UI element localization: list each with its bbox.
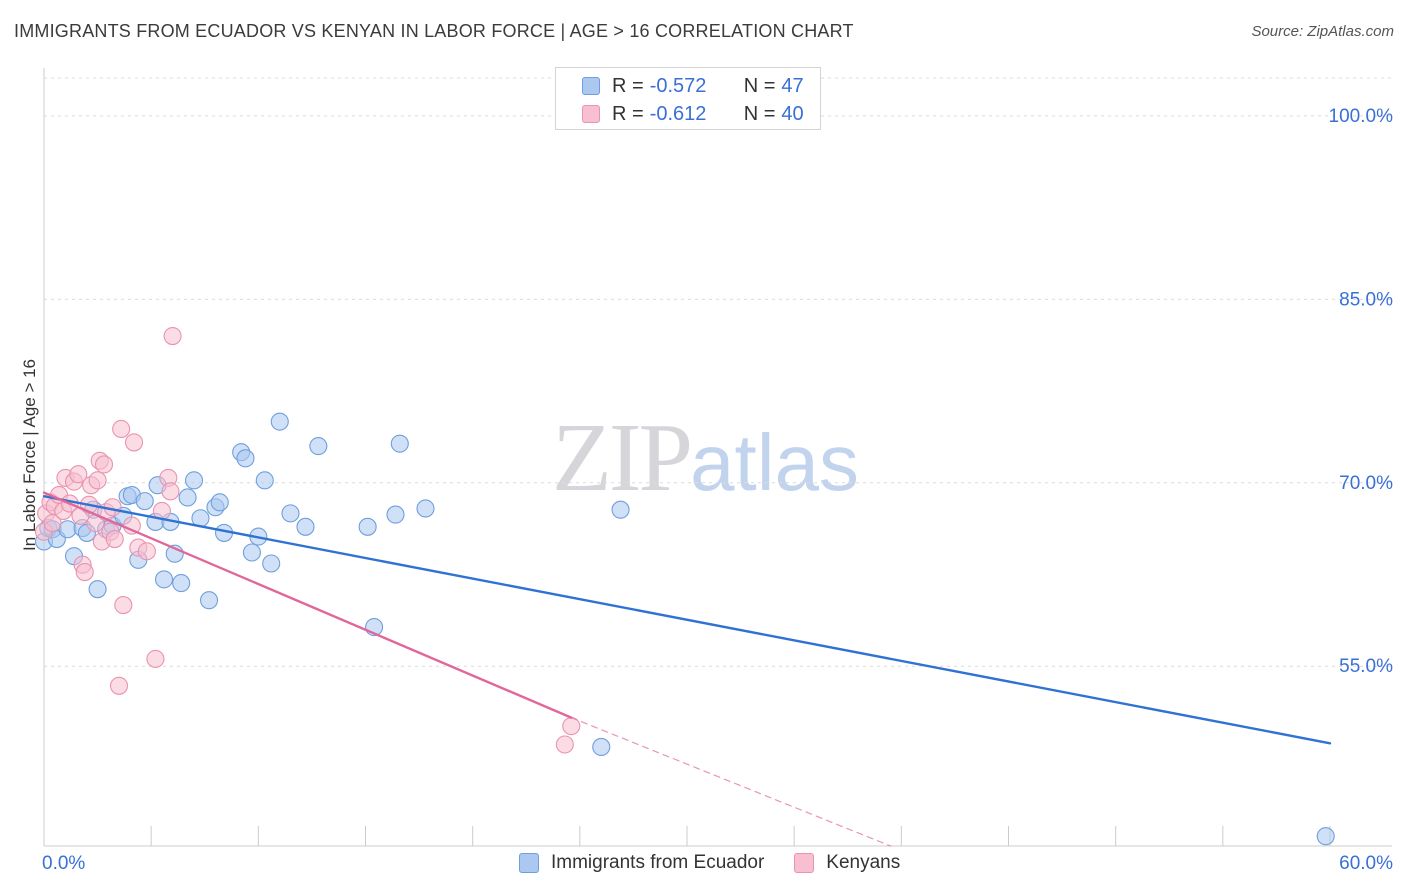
ecuador-point bbox=[135, 492, 154, 511]
legend-r-label: R = bbox=[612, 74, 644, 97]
legend-n-value: 40 bbox=[781, 102, 804, 125]
kenyan-point bbox=[114, 596, 133, 615]
ecuador-point bbox=[270, 412, 289, 431]
ecuador-point bbox=[611, 500, 630, 519]
legend-swatch-kenyans bbox=[582, 105, 600, 123]
ecuador-point bbox=[262, 554, 281, 573]
series-legend-ecuador: Immigrants from Ecuador bbox=[519, 852, 764, 874]
ecuador-point bbox=[1316, 827, 1335, 846]
series-legend-kenyans: Kenyans bbox=[794, 852, 900, 874]
legend-n-label: N = bbox=[743, 102, 776, 125]
legend-r-value: -0.572 bbox=[649, 74, 707, 97]
kenyan-point bbox=[105, 529, 124, 549]
kenyan-point bbox=[112, 419, 131, 439]
source-credit: Source: ZipAtlas.com bbox=[1251, 23, 1394, 40]
ecuador-point bbox=[178, 488, 197, 507]
kenyan-point bbox=[163, 326, 182, 346]
kenyan-point bbox=[88, 471, 107, 490]
kenyan-point bbox=[109, 676, 129, 695]
y-tick-label: 55.0% bbox=[1339, 656, 1393, 677]
ecuador-point bbox=[386, 505, 405, 524]
y-tick-label: 100.0% bbox=[1329, 106, 1394, 127]
ecuador-point bbox=[592, 737, 611, 756]
series-swatch-ecuador bbox=[519, 853, 539, 873]
kenyan-point bbox=[137, 542, 156, 561]
ecuador-point bbox=[358, 517, 377, 536]
legend-swatch-ecuador bbox=[582, 77, 600, 95]
kenyan-point bbox=[146, 649, 165, 668]
ecuador-point bbox=[236, 449, 255, 468]
y-tick-label: 70.0% bbox=[1339, 473, 1393, 494]
legend-n-value: 47 bbox=[781, 74, 804, 97]
ecuador-point bbox=[88, 580, 107, 599]
y-tick-label: 85.0% bbox=[1339, 289, 1393, 310]
correlation-legend: R = -0.572 N = 47 R = -0.612 N = 40 bbox=[555, 67, 821, 130]
ecuador-point bbox=[199, 591, 219, 610]
ecuador-point bbox=[154, 570, 174, 589]
ecuador-point bbox=[255, 471, 274, 490]
series-label-ecuador: Immigrants from Ecuador bbox=[551, 852, 765, 873]
legend-row-kenyans: R = -0.612 N = 40 bbox=[612, 102, 804, 126]
ecuador-point bbox=[172, 574, 191, 593]
legend-r-value: -0.612 bbox=[649, 102, 707, 125]
ecuador-trend-line bbox=[42, 495, 1332, 745]
kenyan-point bbox=[69, 465, 88, 484]
kenyan-point bbox=[161, 482, 180, 501]
legend-row-ecuador: R = -0.572 N = 47 bbox=[612, 74, 804, 98]
kenyan-point bbox=[124, 433, 144, 452]
x-tick-label: 0.0% bbox=[42, 853, 85, 874]
kenyan-point bbox=[75, 563, 94, 582]
ecuador-point bbox=[184, 471, 204, 490]
ecuador-point bbox=[309, 437, 328, 456]
kenyan-point bbox=[555, 735, 574, 754]
legend-n-label: N = bbox=[743, 74, 776, 97]
kenyan-trend-extension bbox=[570, 716, 892, 847]
kenyan-point bbox=[94, 455, 114, 474]
series-label-kenyans: Kenyans bbox=[826, 852, 901, 873]
chart-title: IMMIGRANTS FROM ECUADOR VS KENYAN IN LAB… bbox=[14, 21, 854, 41]
legend-r-label: R = bbox=[612, 102, 644, 125]
ecuador-point bbox=[390, 434, 409, 453]
ecuador-point bbox=[281, 504, 300, 523]
ecuador-point bbox=[58, 520, 77, 539]
kenyan-trend-line bbox=[42, 491, 573, 719]
x-tick-label: 60.0% bbox=[1339, 853, 1393, 874]
series-legend: Immigrants from Ecuador Kenyans bbox=[519, 852, 930, 874]
ecuador-point bbox=[210, 493, 229, 512]
ecuador-point bbox=[242, 543, 261, 562]
ecuador-point bbox=[416, 499, 435, 518]
ecuador-point bbox=[296, 517, 315, 536]
series-swatch-kenyans bbox=[794, 853, 815, 873]
